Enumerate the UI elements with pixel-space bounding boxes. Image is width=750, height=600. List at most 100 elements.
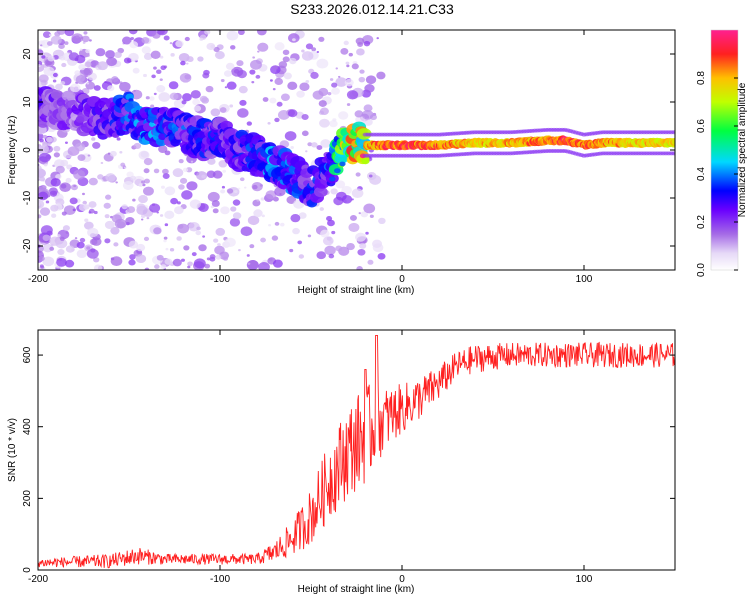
spectrogram-ridge-point <box>333 168 341 174</box>
spectrogram-y-tick-label: -10 <box>22 190 33 205</box>
spectrogram-noise-speck <box>345 61 350 65</box>
spectrogram-noise-speck <box>220 206 230 215</box>
spectrogram-noise-speck <box>348 222 360 232</box>
spectrogram-noise-speck <box>328 253 335 259</box>
spectrogram-noise-speck <box>121 204 128 210</box>
spectrogram-noise-speck <box>282 56 290 63</box>
spectrogram-noise-speck <box>239 177 245 182</box>
spectrogram-noise-speck <box>65 245 75 253</box>
spectrogram-noise-speck <box>38 214 42 219</box>
spectrogram-noise-speck <box>103 202 111 209</box>
spectrogram-noise-speck <box>141 46 151 54</box>
spectrogram-ridge-point <box>328 176 336 182</box>
spectrogram-noise-speck <box>337 75 341 78</box>
spectrogram-noise-speck <box>351 188 364 199</box>
spectrogram-x-tick-label: -100 <box>210 274 230 285</box>
spectrogram-noise-speck <box>61 62 67 68</box>
snr-x-tick-label: 0 <box>399 574 405 585</box>
colorbar-tick-label: 0.0 <box>696 263 707 277</box>
spectrogram-noise-speck <box>307 142 313 147</box>
spectrogram-noise-speck <box>170 197 178 205</box>
spectrogram-noise-speck <box>204 263 211 269</box>
spectrogram-noise-speck <box>138 194 148 204</box>
spectrogram-noise-speck <box>340 48 349 55</box>
spectrogram-noise-speck <box>329 78 334 81</box>
colorbar-tick-label: 0.2 <box>696 215 707 229</box>
spectrogram-noise-speck <box>316 251 326 260</box>
spectrogram-noise-speck <box>356 266 363 270</box>
spectrogram-noise-speck <box>187 265 191 269</box>
spectrogram-noise-speck <box>73 184 77 188</box>
spectrogram-noise-speck <box>316 50 320 54</box>
spectrogram-noise-speck <box>220 78 225 83</box>
spectrogram-noise-speck <box>277 110 290 120</box>
spectrogram-noise-speck <box>237 108 249 118</box>
spectrogram-noise-speck <box>91 137 96 141</box>
spectrogram-noise-speck <box>140 218 144 221</box>
spectrogram-noise-speck <box>363 40 371 47</box>
spectrogram-noise-speck <box>153 227 162 235</box>
spectrogram-noise-speck <box>86 246 91 250</box>
spectrogram-noise-speck <box>267 121 271 125</box>
spectrogram-noise-speck <box>129 254 136 260</box>
spectrogram-noise-speck <box>136 243 146 252</box>
spectrogram-noise-speck <box>186 181 198 191</box>
spectrogram-noise-speck <box>85 53 90 58</box>
spectrogram-noise-speck <box>215 227 226 236</box>
spectrogram-noise-speck <box>230 206 237 212</box>
spectrogram-noise-speck <box>204 30 211 35</box>
spectrogram-noise-speck <box>361 109 374 120</box>
spectrogram-noise-speck <box>93 264 103 270</box>
spectrogram-noise-speck <box>135 254 147 263</box>
spectrogram-noise-speck <box>163 239 167 243</box>
spectrogram-x-axis: -200 -100 0 100 <box>28 30 593 285</box>
spectrogram-noise-speck <box>70 83 81 93</box>
spectrogram-noise-speck <box>48 187 58 195</box>
spectrogram-noise-speck <box>237 70 247 79</box>
spectrogram-noise-speck <box>69 197 78 205</box>
spectrogram-noise-speck <box>367 259 374 265</box>
spectrogram-noise-speck <box>159 78 163 81</box>
spectrogram-noise-speck <box>119 81 123 85</box>
spectrogram-noise-speck <box>42 31 52 38</box>
spectrogram-noise-speck <box>296 90 305 98</box>
spectrogram-noise-speck <box>288 33 300 43</box>
snr-x-tick-label: 100 <box>576 574 593 585</box>
spectrogram-noise-speck <box>61 211 67 216</box>
spectrogram-noise-speck <box>213 46 220 53</box>
spectrogram-noise-speck <box>260 237 266 243</box>
spectrogram-noise-speck <box>343 40 349 46</box>
snr-frame <box>37 329 676 571</box>
spectrogram-noise-speck <box>338 111 349 120</box>
spectrogram-noise-speck <box>268 223 272 227</box>
spectrogram-noise-speck <box>331 87 340 95</box>
spectrogram-noise-speck <box>363 118 373 126</box>
spectrogram-noise-speck <box>149 203 161 213</box>
spectrogram-noise-speck <box>316 58 329 69</box>
spectrogram-noise-speck <box>331 82 338 88</box>
spectrogram-noise-speck <box>335 77 348 87</box>
spectrogram-y-tick-label: -20 <box>22 238 33 253</box>
spectrogram-noise-speck <box>158 145 168 153</box>
spectrogram-ridge-point <box>313 186 328 198</box>
spectrogram-noise-speck <box>223 70 232 77</box>
spectrogram-noise-speck <box>45 200 50 204</box>
spectrogram-noise-speck <box>244 186 247 189</box>
spectrogram-noise-speck <box>104 81 107 84</box>
spectrogram-noise-speck <box>74 142 86 152</box>
spectrogram-noise-speck <box>164 258 173 265</box>
spectrogram-noise-speck <box>88 201 97 208</box>
spectrogram-noise-speck <box>335 245 343 252</box>
spectrogram-noise-speck <box>82 41 86 44</box>
spectrogram-noise-speck <box>305 79 310 83</box>
spectrogram-noise-speck <box>262 97 269 102</box>
spectrogram-ridge-point <box>361 158 370 165</box>
spectrogram-noise-speck <box>219 107 227 113</box>
spectrogram-noise-speck <box>56 257 67 267</box>
spectrogram-noise-speck <box>246 121 252 126</box>
spectrogram-noise-speck <box>128 259 136 266</box>
spectrogram-noise-speck <box>40 225 53 236</box>
spectrogram-ridge-point <box>671 137 675 145</box>
spectrogram-noise-speck <box>182 93 192 102</box>
